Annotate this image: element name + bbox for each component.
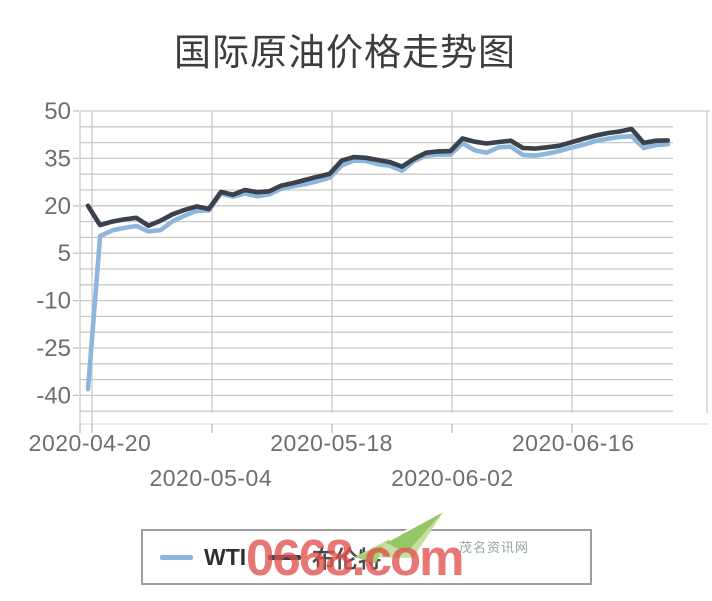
x-tick-label: 2020-05-04 (149, 465, 272, 491)
y-tick-label: 35 (44, 145, 71, 172)
chart-legend: WTI 布伦特 (141, 529, 592, 585)
series-line-brent (85, 126, 671, 228)
y-tick-label: 5 (58, 240, 71, 267)
wti-line-swatch-icon (160, 554, 193, 560)
series-line-wti (85, 134, 671, 392)
legend-label-brent: 布伦特 (312, 546, 382, 572)
x-tick-label: 2020-06-16 (512, 430, 635, 456)
y-tick-label: -25 (36, 335, 71, 362)
chart-title: 国际原油价格走势图 (174, 32, 516, 73)
y-tick-label: 20 (44, 193, 71, 220)
brent-line-swatch-icon (268, 554, 302, 560)
legend-label-wti: WTI (204, 543, 247, 570)
x-tick-label: 2020-05-18 (270, 430, 393, 456)
y-tick-label: -10 (36, 288, 71, 315)
x-tick-label: 2020-06-02 (391, 465, 514, 491)
chart-plot-area: 50 35 20 5 -10 -25 -40 2020-04-20 2020-05-04 2020… (29, 98, 710, 491)
legend-item-wti[interactable]: WTI (160, 544, 246, 571)
y-tick-label: 50 (44, 98, 71, 125)
x-tick-label: 2020-04-20 (29, 430, 152, 456)
y-tick-label: -40 (36, 382, 71, 409)
legend-item-brent[interactable]: 布伦特 (268, 540, 381, 574)
